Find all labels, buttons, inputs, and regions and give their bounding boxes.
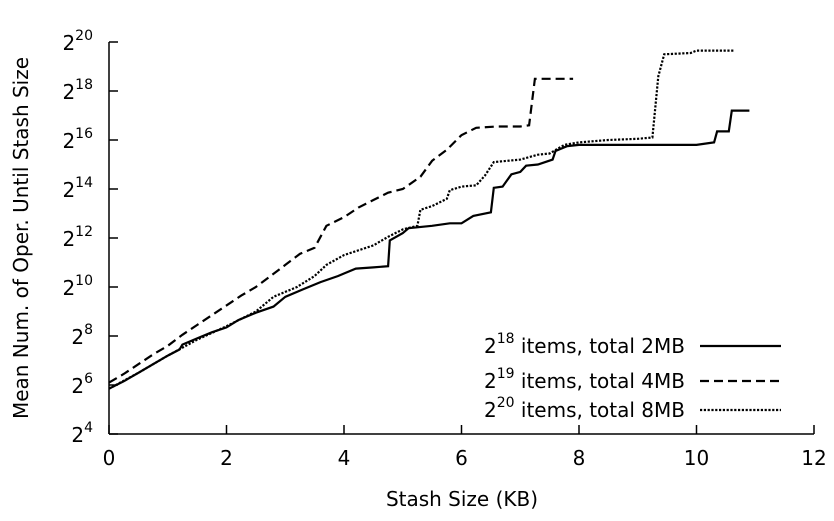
x-tick-label: 12 [801,446,826,470]
series-line-1 [108,109,750,390]
y-tick-label: 220 [62,28,93,55]
x-tick-label: 8 [573,446,586,470]
x-ticks: 0 2 4 6 8 10 12 [103,425,827,470]
y-tick-label: 212 [62,224,93,251]
series-layer [108,49,750,390]
x-tick-label: 6 [455,446,468,470]
x-tick-label: 10 [684,446,709,470]
y-tick-label: 210 [62,273,93,300]
series-line-2 [108,77,574,384]
y-tick-label: 26 [71,371,93,398]
y-tick-label: 218 [62,77,93,104]
legend: 218 items, total 2MB 219 items, total 4MB… [484,331,781,422]
x-axis-label: Stash Size (KB) [386,487,538,511]
x-tick-label: 2 [220,446,233,470]
y-tick-label: 28 [71,322,93,349]
y-axis-label: Mean Num. of Oper. Until Stash Size [9,57,33,419]
legend-label-2: 219 items, total 4MB [484,366,685,393]
y-tick-label: 216 [62,126,93,153]
y-tick-label: 24 [71,420,93,447]
y-ticks: 24 26 28 210 212 214 216 218 220 [62,28,118,447]
x-tick-label: 0 [103,446,116,470]
series-line-3 [108,49,735,390]
y-tick-label: 214 [62,175,93,202]
plot-frame [108,42,814,435]
x-tick-label: 4 [338,446,351,470]
legend-label-3: 220 items, total 8MB [484,395,685,422]
legend-label-1: 218 items, total 2MB [484,331,685,358]
